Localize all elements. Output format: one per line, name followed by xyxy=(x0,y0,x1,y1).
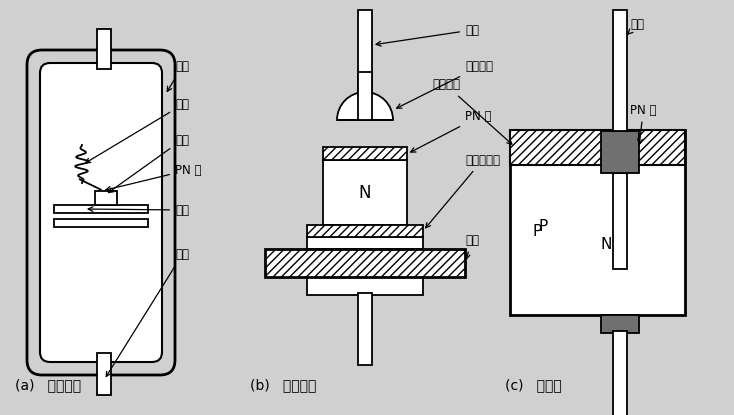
Text: 晶片: 晶片 xyxy=(109,134,189,193)
Wedge shape xyxy=(337,92,393,120)
Text: PN 结: PN 结 xyxy=(106,164,202,191)
Bar xyxy=(307,225,423,237)
Bar xyxy=(323,160,407,225)
Bar xyxy=(323,147,407,160)
Bar xyxy=(97,29,111,69)
Bar xyxy=(601,131,639,173)
Bar xyxy=(510,130,685,165)
Text: (c)   平面型: (c) 平面型 xyxy=(505,378,562,392)
Bar xyxy=(510,130,685,315)
Text: 引线: 引线 xyxy=(106,249,189,376)
Text: N: N xyxy=(359,184,371,202)
Text: 触丝: 触丝 xyxy=(86,98,189,163)
Text: 铝合金球: 铝合金球 xyxy=(397,61,493,108)
Text: 外壳: 外壳 xyxy=(167,61,189,91)
Bar xyxy=(613,10,627,131)
Text: 引线: 引线 xyxy=(376,24,479,46)
Text: 支架: 支架 xyxy=(88,203,189,217)
Bar xyxy=(307,237,423,249)
FancyBboxPatch shape xyxy=(40,63,162,362)
Text: 金锑合金层: 金锑合金层 xyxy=(426,154,500,228)
Bar xyxy=(613,331,627,415)
Bar xyxy=(358,293,372,365)
Text: N: N xyxy=(600,237,612,252)
Bar xyxy=(613,173,627,269)
Text: (a)   点接触型: (a) 点接触型 xyxy=(15,378,81,392)
Bar xyxy=(95,191,117,205)
Bar xyxy=(54,219,148,227)
Bar xyxy=(97,353,111,395)
Text: 底座: 底座 xyxy=(465,234,479,259)
Bar xyxy=(601,315,639,333)
Bar xyxy=(54,205,148,213)
Text: P: P xyxy=(532,224,541,239)
Text: 引线: 引线 xyxy=(628,19,644,34)
Text: 二氧化硅: 二氧化硅 xyxy=(432,78,512,144)
Bar xyxy=(265,249,465,277)
Text: PN 结: PN 结 xyxy=(630,103,656,144)
Text: P: P xyxy=(538,219,548,234)
Bar xyxy=(307,277,423,295)
Bar xyxy=(358,72,372,120)
FancyBboxPatch shape xyxy=(27,50,175,375)
Text: (b)   面接触型: (b) 面接触型 xyxy=(250,378,316,392)
Bar xyxy=(358,10,372,100)
Text: PN 结: PN 结 xyxy=(411,110,492,152)
